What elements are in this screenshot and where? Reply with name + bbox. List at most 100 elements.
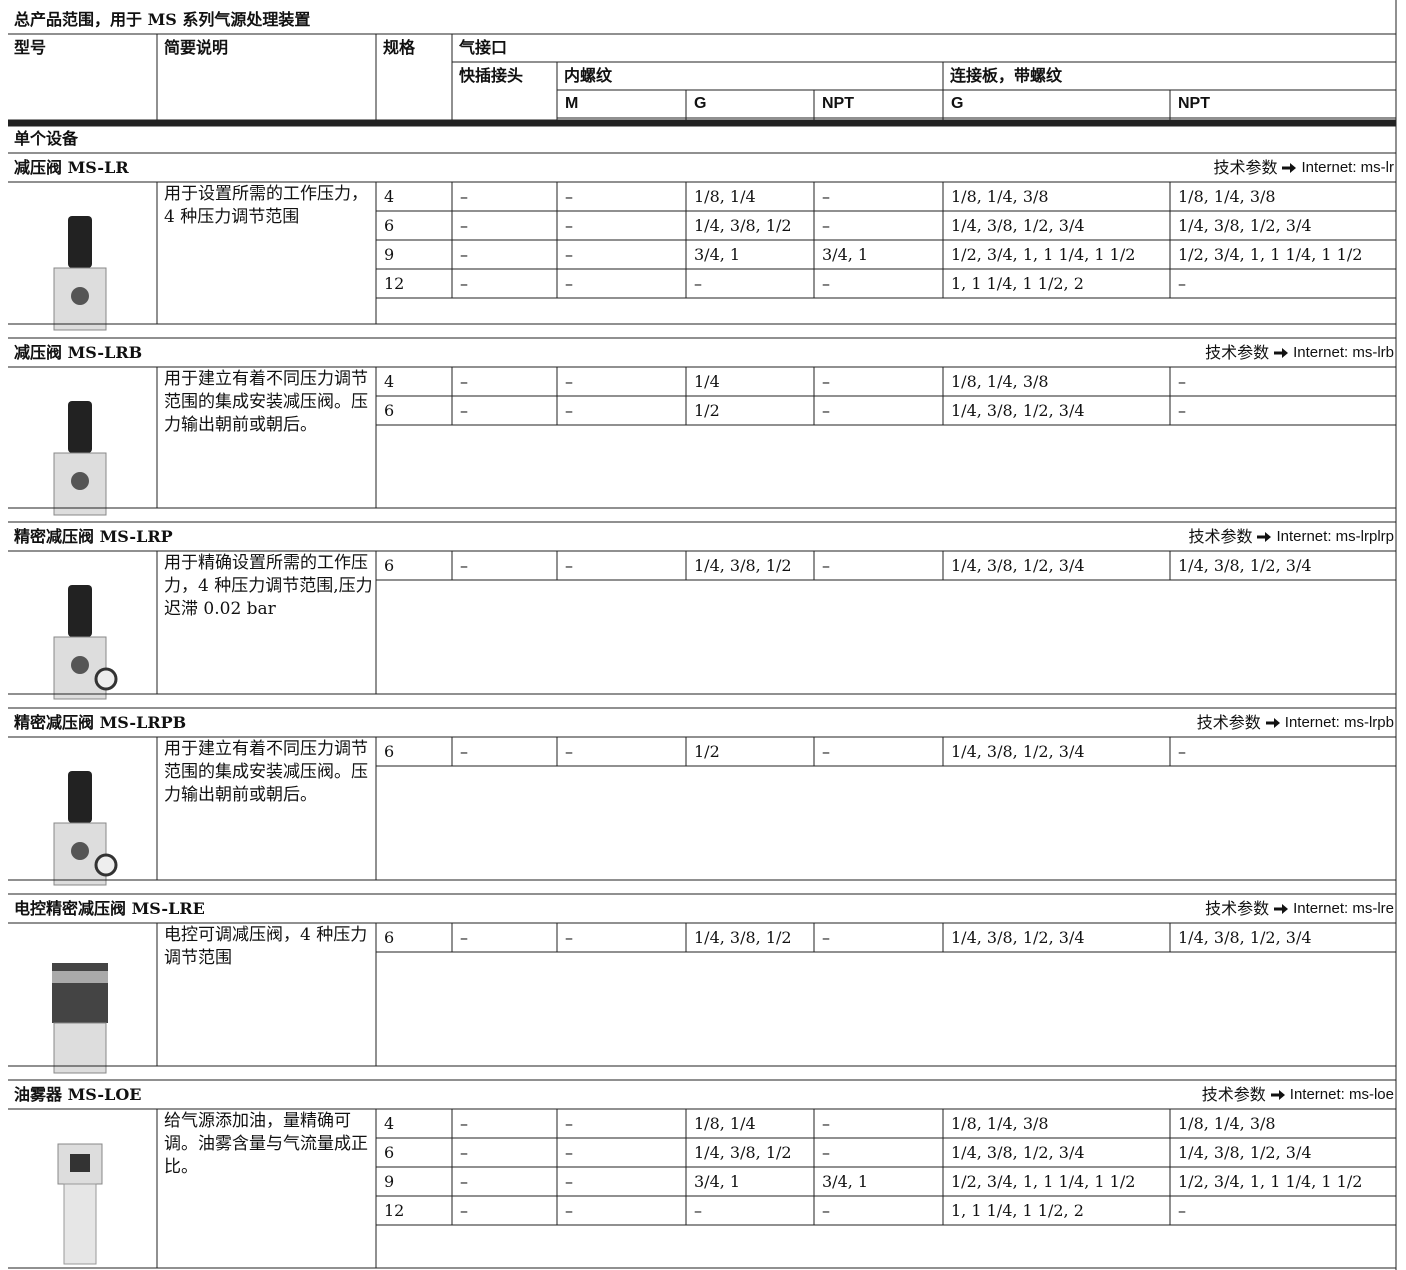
cell: 1/8, 1/4, 3/8: [951, 372, 1049, 391]
cell: –: [460, 274, 468, 293]
arrow-icon: [1274, 348, 1289, 358]
product-image: [71, 287, 89, 305]
product-image: [71, 842, 89, 860]
product-image: [71, 656, 89, 674]
product-name: 减压阀 MS-LR: [14, 158, 129, 177]
datasheet-link[interactable]: 技术参数 Internet: ms-lr: [1213, 158, 1394, 178]
cell: –: [460, 1114, 468, 1133]
cell: –: [1178, 1201, 1186, 1220]
cell: 1/4, 3/8, 1/2, 3/4: [951, 928, 1085, 947]
product-name: 油雾器 MS-LOE: [14, 1085, 142, 1104]
cell: 1/4, 3/8, 1/2, 3/4: [951, 401, 1085, 420]
cell: –: [565, 742, 573, 761]
datasheet-link[interactable]: 技术参数 Internet: ms-lrplrp: [1188, 527, 1394, 547]
cell: –: [822, 1201, 830, 1220]
column-header: 气接口: [459, 38, 508, 57]
arrow-icon: [1265, 718, 1280, 728]
column-header: 型号: [14, 38, 47, 57]
cell: –: [460, 216, 468, 235]
cell: 9: [384, 245, 395, 264]
cell: –: [1178, 742, 1186, 761]
cell: 1/4, 3/8, 1/2, 3/4: [1178, 556, 1312, 575]
cell: –: [460, 1201, 468, 1220]
cell: 6: [384, 216, 395, 235]
datasheet-link[interactable]: 技术参数 Internet: ms-lrpb: [1197, 713, 1394, 733]
link-url: Internet: ms-loe: [1289, 1086, 1394, 1103]
arrow-icon: [1270, 1090, 1285, 1100]
datasheet-link[interactable]: 技术参数 Internet: ms-lre: [1205, 899, 1394, 919]
cell: –: [565, 274, 573, 293]
cell: –: [694, 274, 702, 293]
product-image: [52, 971, 108, 983]
column-header: G: [694, 95, 707, 112]
cell: –: [1178, 372, 1186, 391]
link-label: 技术参数: [1188, 527, 1253, 546]
cell: –: [460, 556, 468, 575]
cell: 3/4, 1: [822, 1172, 869, 1191]
cell: –: [565, 556, 573, 575]
cell: 4: [384, 1114, 395, 1133]
cell: 1/8, 1/4: [694, 187, 756, 206]
product-image: [68, 401, 92, 453]
product-image: [68, 585, 92, 637]
arrow-icon: [1257, 532, 1272, 542]
product-name: 精密减压阀 MS-LRPB: [14, 713, 187, 732]
title: 总产品范围，用于 MS 系列气源处理装置: [14, 10, 311, 29]
cell: –: [565, 928, 573, 947]
cell: 1/4, 3/8, 1/2, 3/4: [951, 742, 1085, 761]
link-label: 技术参数: [1196, 713, 1261, 732]
description: 用于建立有着不同压力调节范围的集成安装减压阀。压力输出朝前或朝后。: [164, 369, 368, 435]
cell: 9: [384, 1172, 395, 1191]
cell: 6: [384, 1143, 395, 1162]
cell: –: [565, 1114, 573, 1133]
link-label: 技术参数: [1205, 343, 1270, 362]
cell: 1/4, 3/8, 1/2, 3/4: [951, 1143, 1085, 1162]
cell: –: [460, 401, 468, 420]
link-url: Internet: ms-lre: [1293, 900, 1394, 917]
column-header: 规格: [383, 38, 416, 57]
description: 给气源添加油，量精确可调。油雾含量与气流量成正比。: [164, 1111, 368, 1177]
column-header: 快插接头: [459, 66, 524, 85]
cell: 6: [384, 742, 395, 761]
product-image: [94, 667, 118, 691]
cell: –: [565, 372, 573, 391]
cell: –: [822, 1114, 830, 1133]
cell: –: [694, 1201, 702, 1220]
product-image: [68, 771, 92, 823]
cell: –: [565, 401, 573, 420]
cell: –: [565, 1143, 573, 1162]
cell: –: [565, 1201, 573, 1220]
column-header: NPT: [822, 95, 854, 112]
datasheet-link[interactable]: 技术参数 Internet: ms-loe: [1202, 1085, 1394, 1105]
product-name: 减压阀 MS-LRB: [14, 343, 143, 362]
column-header: 连接板，带螺纹: [950, 66, 1063, 85]
product-image: [63, 1183, 97, 1265]
cell: –: [822, 401, 830, 420]
cell: 1/8, 1/4, 3/8: [951, 187, 1049, 206]
cell: –: [822, 372, 830, 391]
cell: 1/4, 3/8, 1/2: [694, 928, 792, 947]
cell: 4: [384, 187, 395, 206]
cell: 4: [384, 372, 395, 391]
column-header: G: [951, 95, 964, 112]
product-image: [94, 853, 118, 877]
link-url: Internet: ms-lrb: [1293, 344, 1394, 361]
description: 用于建立有着不同压力调节范围的集成安装减压阀。压力输出朝前或朝后。: [164, 739, 368, 805]
cell: 12: [384, 1201, 405, 1220]
cell: 1/2: [694, 401, 720, 420]
cell: 1/4, 3/8, 1/2, 3/4: [951, 216, 1085, 235]
cell: –: [822, 216, 830, 235]
cell: 12: [384, 274, 405, 293]
column-header: 内螺纹: [564, 66, 613, 85]
cell: 1/4, 3/8, 1/2: [694, 556, 792, 575]
cell: 3/4, 1: [694, 1172, 741, 1191]
cell: 1/4, 3/8, 1/2, 3/4: [951, 556, 1085, 575]
product-name: 精密减压阀 MS-LRP: [14, 527, 173, 546]
cell: –: [1178, 401, 1186, 420]
cell: 1/2: [694, 742, 720, 761]
datasheet-link[interactable]: 技术参数 Internet: ms-lrb: [1205, 343, 1394, 363]
link-url: Internet: ms-lr: [1301, 159, 1394, 176]
product-image: [68, 216, 92, 268]
